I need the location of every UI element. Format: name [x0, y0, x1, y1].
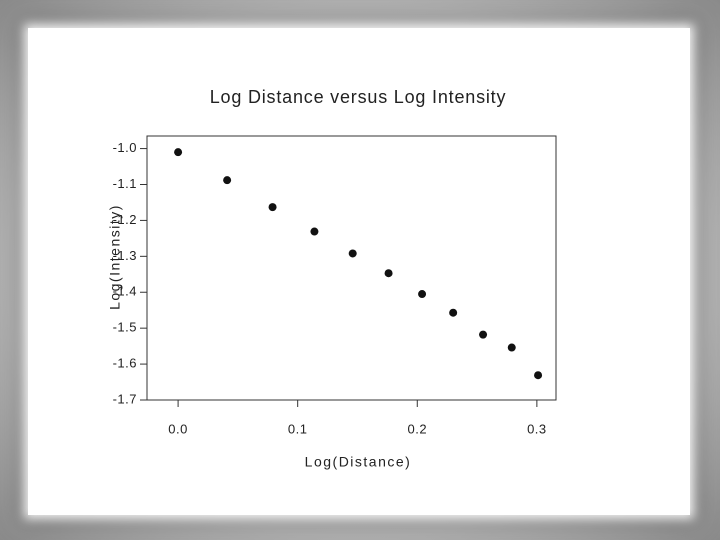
y-tick-label: -1.0 — [113, 140, 137, 155]
chart-title: Log Distance versus Log Intensity — [210, 87, 507, 107]
y-tick-label: -1.4 — [113, 284, 137, 299]
data-point — [174, 148, 183, 157]
slide — [28, 28, 690, 515]
plot-frame — [146, 135, 557, 401]
data-point — [384, 269, 393, 278]
data-point — [449, 308, 458, 317]
data-point — [479, 330, 488, 339]
y-tick-label: -1.6 — [113, 356, 137, 371]
data-point — [223, 176, 232, 185]
x-tick-label: 0.1 — [288, 421, 308, 436]
y-tick-label: -1.5 — [113, 320, 137, 335]
y-tick-label: -1.3 — [113, 248, 137, 263]
y-tick-label: -1.2 — [113, 212, 137, 227]
y-tick-label: -1.7 — [113, 391, 137, 406]
data-point — [534, 371, 543, 380]
data-point — [507, 343, 516, 352]
y-axis-label: Log(Intensity) — [107, 204, 123, 310]
y-tick-label: -1.1 — [113, 176, 137, 191]
data-point — [268, 203, 277, 212]
data-point — [348, 249, 357, 258]
x-tick-label: 0.3 — [527, 421, 547, 436]
data-point — [418, 290, 427, 299]
data-point — [310, 227, 319, 236]
x-tick-label: 0.2 — [407, 421, 427, 436]
x-tick-label: 0.0 — [168, 421, 188, 436]
x-axis-label: Log(Distance) — [305, 454, 412, 470]
